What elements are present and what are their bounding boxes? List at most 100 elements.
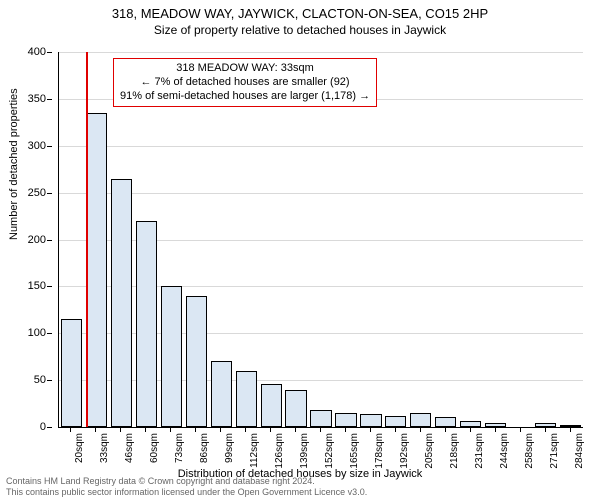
bar: [236, 371, 257, 427]
annotation-line: ← 7% of detached houses are smaller (92): [120, 76, 370, 90]
x-tick-mark: [295, 427, 296, 432]
y-tick-mark: [47, 333, 52, 334]
page-title: 318, MEADOW WAY, JAYWICK, CLACTON-ON-SEA…: [0, 0, 600, 21]
y-tick-label: 200: [28, 234, 46, 246]
x-tick-label: 231sqm: [474, 433, 485, 469]
bar-slot: [234, 52, 259, 427]
x-tick-mark: [170, 427, 171, 432]
x-tick-mark: [520, 427, 521, 432]
x-tick-mark: [220, 427, 221, 432]
annotation-line: 91% of semi-detached houses are larger (…: [120, 90, 370, 104]
y-tick-label: 250: [28, 187, 46, 199]
bar: [410, 413, 431, 427]
y-tick-label: 100: [28, 327, 46, 339]
x-tick-mark: [120, 427, 121, 432]
bar-slot: [558, 52, 583, 427]
x-tick-mark: [545, 427, 546, 432]
x-tick-label: 139sqm: [299, 433, 310, 469]
annotation-line: 318 MEADOW WAY: 33sqm: [120, 62, 370, 76]
x-tick-label: 33sqm: [99, 433, 110, 463]
chart-container: 318, MEADOW WAY, JAYWICK, CLACTON-ON-SEA…: [0, 0, 600, 500]
x-tick-label: 192sqm: [399, 433, 410, 469]
bar: [86, 113, 107, 427]
bar-slot: [59, 52, 84, 427]
y-tick-label: 300: [28, 140, 46, 152]
y-tick-label: 0: [40, 421, 46, 433]
bar-slot: [159, 52, 184, 427]
y-tick-mark: [47, 240, 52, 241]
bar-slot: [284, 52, 309, 427]
bar-slot: [309, 52, 334, 427]
x-tick-label: 165sqm: [349, 433, 360, 469]
y-tick-mark: [47, 427, 52, 428]
x-tick-label: 126sqm: [274, 433, 285, 469]
bar: [211, 361, 232, 427]
bar: [161, 286, 182, 427]
footer-line-1: Contains HM Land Registry data © Crown c…: [6, 476, 315, 486]
y-tick-mark: [47, 52, 52, 53]
bar-slot: [408, 52, 433, 427]
bar-slot: [458, 52, 483, 427]
x-tick-mark: [320, 427, 321, 432]
page-subtitle: Size of property relative to detached ho…: [0, 21, 600, 37]
y-tick-mark: [47, 286, 52, 287]
x-tick-label: 284sqm: [574, 433, 585, 469]
bar-slot: [259, 52, 284, 427]
y-tick-label: 150: [28, 280, 46, 292]
x-tick-label: 73sqm: [174, 433, 185, 463]
bar-slot: [533, 52, 558, 427]
x-tick-mark: [270, 427, 271, 432]
bar-slot: [508, 52, 533, 427]
bar-slot: [134, 52, 159, 427]
bar-slot: [383, 52, 408, 427]
x-tick-mark: [395, 427, 396, 432]
highlight-line: [86, 52, 88, 427]
x-tick-label: 86sqm: [199, 433, 210, 463]
x-tick-label: 258sqm: [524, 433, 535, 469]
x-tick-label: 178sqm: [374, 433, 385, 469]
bar: [111, 179, 132, 427]
y-axis-label: Number of detached properties: [8, 88, 20, 240]
bar: [435, 417, 456, 427]
bar-slot: [184, 52, 209, 427]
x-tick-label: 60sqm: [149, 433, 160, 463]
x-tick-mark: [370, 427, 371, 432]
x-tick-mark: [570, 427, 571, 432]
bar-slot: [483, 52, 508, 427]
x-tick-label: 99sqm: [224, 433, 235, 463]
plot-area: [58, 52, 583, 428]
chart-area: 050100150200250300350400 20sqm33sqm46sqm…: [58, 52, 582, 427]
bars: [59, 52, 583, 427]
x-tick-mark: [345, 427, 346, 432]
bar: [61, 319, 82, 427]
x-tick-mark: [420, 427, 421, 432]
x-tick-label: 20sqm: [74, 433, 85, 463]
y-tick-mark: [47, 146, 52, 147]
x-tick-label: 205sqm: [424, 433, 435, 469]
x-tick-mark: [470, 427, 471, 432]
x-tick-mark: [95, 427, 96, 432]
x-tick-mark: [445, 427, 446, 432]
y-tick-label: 50: [34, 374, 46, 386]
x-tick-label: 152sqm: [324, 433, 335, 469]
bar: [261, 384, 282, 427]
bar: [136, 221, 157, 427]
x-tick-label: 218sqm: [449, 433, 460, 469]
y-tick-mark: [47, 99, 52, 100]
attribution-footer: Contains HM Land Registry data © Crown c…: [6, 476, 600, 498]
x-tick-mark: [70, 427, 71, 432]
bar-slot: [433, 52, 458, 427]
x-tick-mark: [145, 427, 146, 432]
bar: [285, 390, 306, 428]
x-tick-mark: [245, 427, 246, 432]
x-tick-label: 112sqm: [249, 433, 260, 468]
bar-slot: [333, 52, 358, 427]
bar-slot: [109, 52, 134, 427]
y-tick-label: 400: [28, 46, 46, 58]
bar: [186, 296, 207, 427]
annotation-box: 318 MEADOW WAY: 33sqm← 7% of detached ho…: [113, 58, 377, 107]
x-tick-mark: [195, 427, 196, 432]
x-tick-label: 271sqm: [549, 433, 560, 469]
y-tick-label: 350: [28, 93, 46, 105]
y-tick-mark: [47, 193, 52, 194]
